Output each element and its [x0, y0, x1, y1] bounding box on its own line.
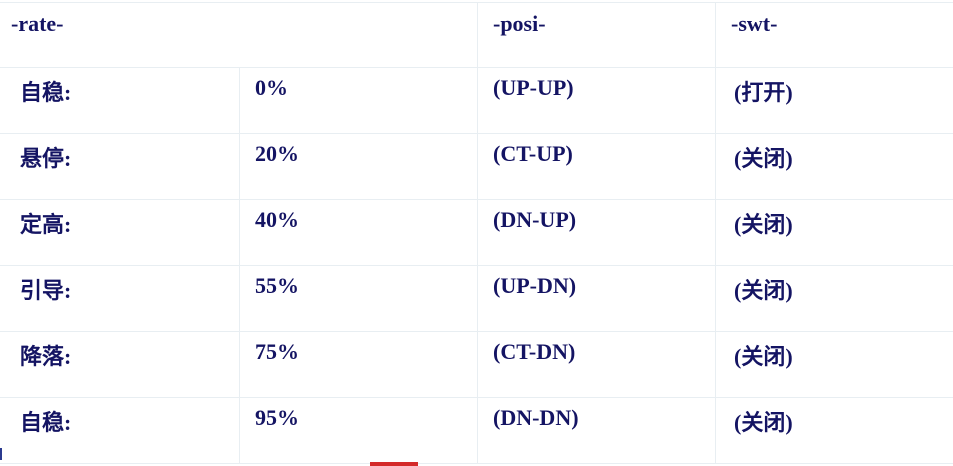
table-line	[0, 133, 953, 134]
swt-value: (关闭)	[734, 212, 793, 237]
rate-value: 95%	[255, 405, 299, 430]
posi-value: (CT-DN)	[493, 339, 576, 364]
table-line	[0, 67, 953, 68]
mode-label: 降落:	[20, 344, 72, 369]
table-line	[715, 2, 716, 464]
table-line	[0, 331, 953, 332]
edge-mark	[0, 448, 2, 460]
rate-value: 75%	[255, 339, 299, 364]
swt-value: (关闭)	[734, 278, 793, 303]
cropped-red-mark	[370, 462, 418, 466]
header-swt: -swt-	[731, 11, 778, 36]
table-line	[0, 397, 953, 398]
rate-value: 0%	[255, 75, 288, 100]
swt-value: (关闭)	[734, 344, 793, 369]
posi-value: (DN-DN)	[493, 405, 579, 430]
table-line	[0, 2, 953, 3]
mode-label: 引导:	[20, 278, 72, 303]
mode-label: 定高:	[20, 212, 72, 237]
mode-label: 悬停:	[20, 146, 72, 171]
posi-value: (CT-UP)	[493, 141, 573, 166]
mode-label: 自稳:	[20, 410, 72, 435]
swt-value: (打开)	[734, 80, 793, 105]
posi-value: (DN-UP)	[493, 207, 577, 232]
rate-value: 20%	[255, 141, 299, 166]
rate-value: 55%	[255, 273, 299, 298]
swt-value: (关闭)	[734, 146, 793, 171]
swt-value: (关闭)	[734, 410, 793, 435]
table-line	[0, 265, 953, 266]
mode-label: 自稳:	[20, 80, 72, 105]
posi-value: (UP-UP)	[493, 75, 574, 100]
posi-value: (UP-DN)	[493, 273, 577, 298]
table-line	[477, 2, 478, 464]
header-rate: -rate-	[11, 11, 64, 36]
table-line	[0, 199, 953, 200]
rate-value: 40%	[255, 207, 299, 232]
table-line	[239, 67, 240, 464]
header-posi: -posi-	[493, 11, 546, 36]
table-line	[0, 463, 953, 464]
